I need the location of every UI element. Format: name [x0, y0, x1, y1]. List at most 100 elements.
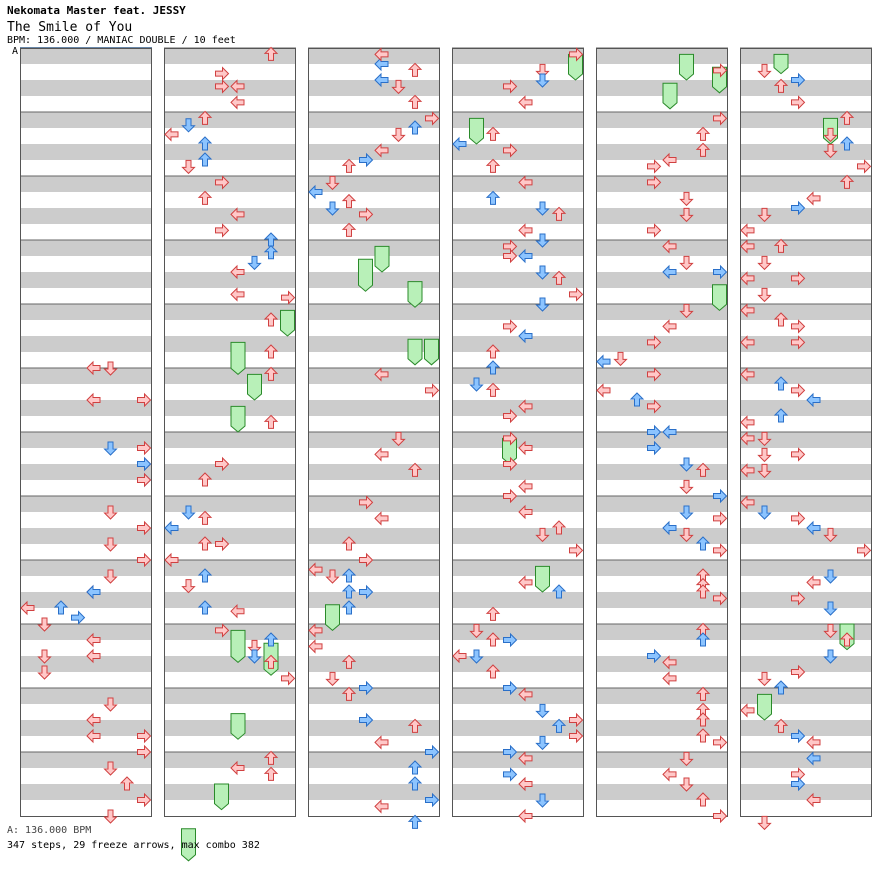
step-arrow-up [485, 126, 501, 141]
step-arrow-down [103, 361, 118, 376]
beat-stripe [452, 624, 584, 640]
step-arrow-down [823, 649, 838, 664]
step-arrow-left [740, 495, 755, 510]
step-arrow-left [518, 575, 533, 590]
beat-stripe [164, 240, 296, 256]
step-arrow-up [695, 584, 711, 599]
step-arrow-right [791, 728, 806, 744]
step-arrow-up [263, 245, 279, 260]
step-arrow-left [164, 520, 179, 536]
chart-column [20, 47, 152, 817]
beat-stripe [20, 528, 152, 544]
beat-stripe [20, 208, 152, 224]
beat-stripe [20, 144, 152, 160]
beat-stripe [20, 432, 152, 448]
step-arrow-left [806, 392, 821, 408]
step-arrow-down [103, 809, 118, 824]
step-arrow-right [137, 792, 152, 808]
freeze-arrow [230, 713, 246, 740]
beat-stripe [308, 272, 440, 288]
step-arrow-down [103, 697, 118, 712]
beat-stripe [452, 752, 584, 768]
step-arrow-up [341, 568, 357, 583]
freeze-arrow [757, 693, 772, 721]
step-arrow-up [197, 110, 213, 125]
step-arrow-left [518, 328, 533, 344]
step-arrow-down [103, 569, 118, 584]
beat-stripe [308, 48, 440, 64]
beat-stripe [164, 464, 296, 480]
beat-stripe [164, 688, 296, 704]
step-arrow-left [230, 603, 245, 619]
freeze-arrow [230, 405, 246, 433]
chart-column [452, 47, 584, 817]
beat-stripe [164, 272, 296, 288]
step-arrow-left [662, 655, 677, 670]
step-arrow-up [773, 78, 789, 93]
beat-stripe [20, 560, 152, 576]
step-arrow-up [407, 718, 423, 733]
step-arrow-up [695, 142, 711, 157]
step-arrow-right [503, 456, 518, 472]
beat-stripe [740, 272, 872, 288]
beat-stripe [452, 528, 584, 544]
step-arrow-up [695, 126, 711, 141]
beat-stripe [164, 784, 296, 800]
beat-stripe [308, 720, 440, 736]
step-arrow-down [679, 777, 694, 792]
step-arrow-down [391, 79, 406, 95]
step-arrow-right [713, 264, 728, 280]
step-arrow-left [740, 367, 755, 382]
step-arrow-right [791, 200, 806, 216]
step-arrow-right [791, 319, 806, 334]
step-arrow-left [806, 191, 821, 206]
step-arrow-up [341, 584, 357, 599]
beat-stripe [20, 720, 152, 736]
beat-stripe [20, 688, 152, 704]
freeze-arrow [469, 117, 484, 145]
step-arrow-left [374, 447, 389, 462]
step-arrow-down [757, 431, 772, 447]
beat-stripe [20, 784, 152, 800]
step-arrow-right [647, 367, 662, 382]
step-arrow-down [535, 527, 550, 543]
step-arrow-up [53, 600, 69, 615]
step-arrow-left [740, 239, 755, 254]
step-arrow-left [518, 776, 533, 792]
step-arrow-up [551, 520, 567, 535]
step-arrow-left [740, 271, 755, 286]
freeze-arrow [679, 53, 694, 81]
step-arrow-right [647, 440, 662, 456]
step-arrow-right [215, 456, 230, 472]
step-arrow-left [518, 248, 533, 264]
step-arrow-right [215, 536, 230, 552]
step-arrow-right [713, 111, 728, 126]
step-arrow-right [425, 111, 440, 126]
step-arrow-right [791, 511, 806, 526]
beat-stripe [740, 240, 872, 256]
step-arrow-left [518, 687, 533, 702]
freeze-arrow [358, 258, 373, 292]
artist-name: Nekomata Master feat. JESSY [7, 4, 186, 17]
step-arrow-right [647, 335, 662, 350]
step-arrow-down [391, 127, 406, 143]
beat-stripe [452, 48, 584, 64]
step-arrow-down [535, 793, 550, 808]
step-arrow-right [137, 552, 152, 568]
beat-stripe [740, 112, 872, 128]
step-arrow-left [230, 95, 245, 110]
step-arrow-left [740, 223, 755, 238]
beat-stripe [596, 528, 728, 544]
beat-stripe [740, 656, 872, 672]
step-arrow-down [613, 351, 628, 367]
step-arrow-left [740, 415, 755, 430]
step-arrow-right [791, 664, 806, 680]
step-arrow-left [662, 767, 677, 782]
step-arrow-right [503, 632, 518, 648]
beat-stripe [740, 432, 872, 448]
step-arrow-left [86, 712, 101, 728]
step-arrow-up [263, 632, 279, 647]
beat-stripe [596, 336, 728, 352]
step-arrow-right [713, 735, 728, 750]
column-border [452, 48, 584, 817]
